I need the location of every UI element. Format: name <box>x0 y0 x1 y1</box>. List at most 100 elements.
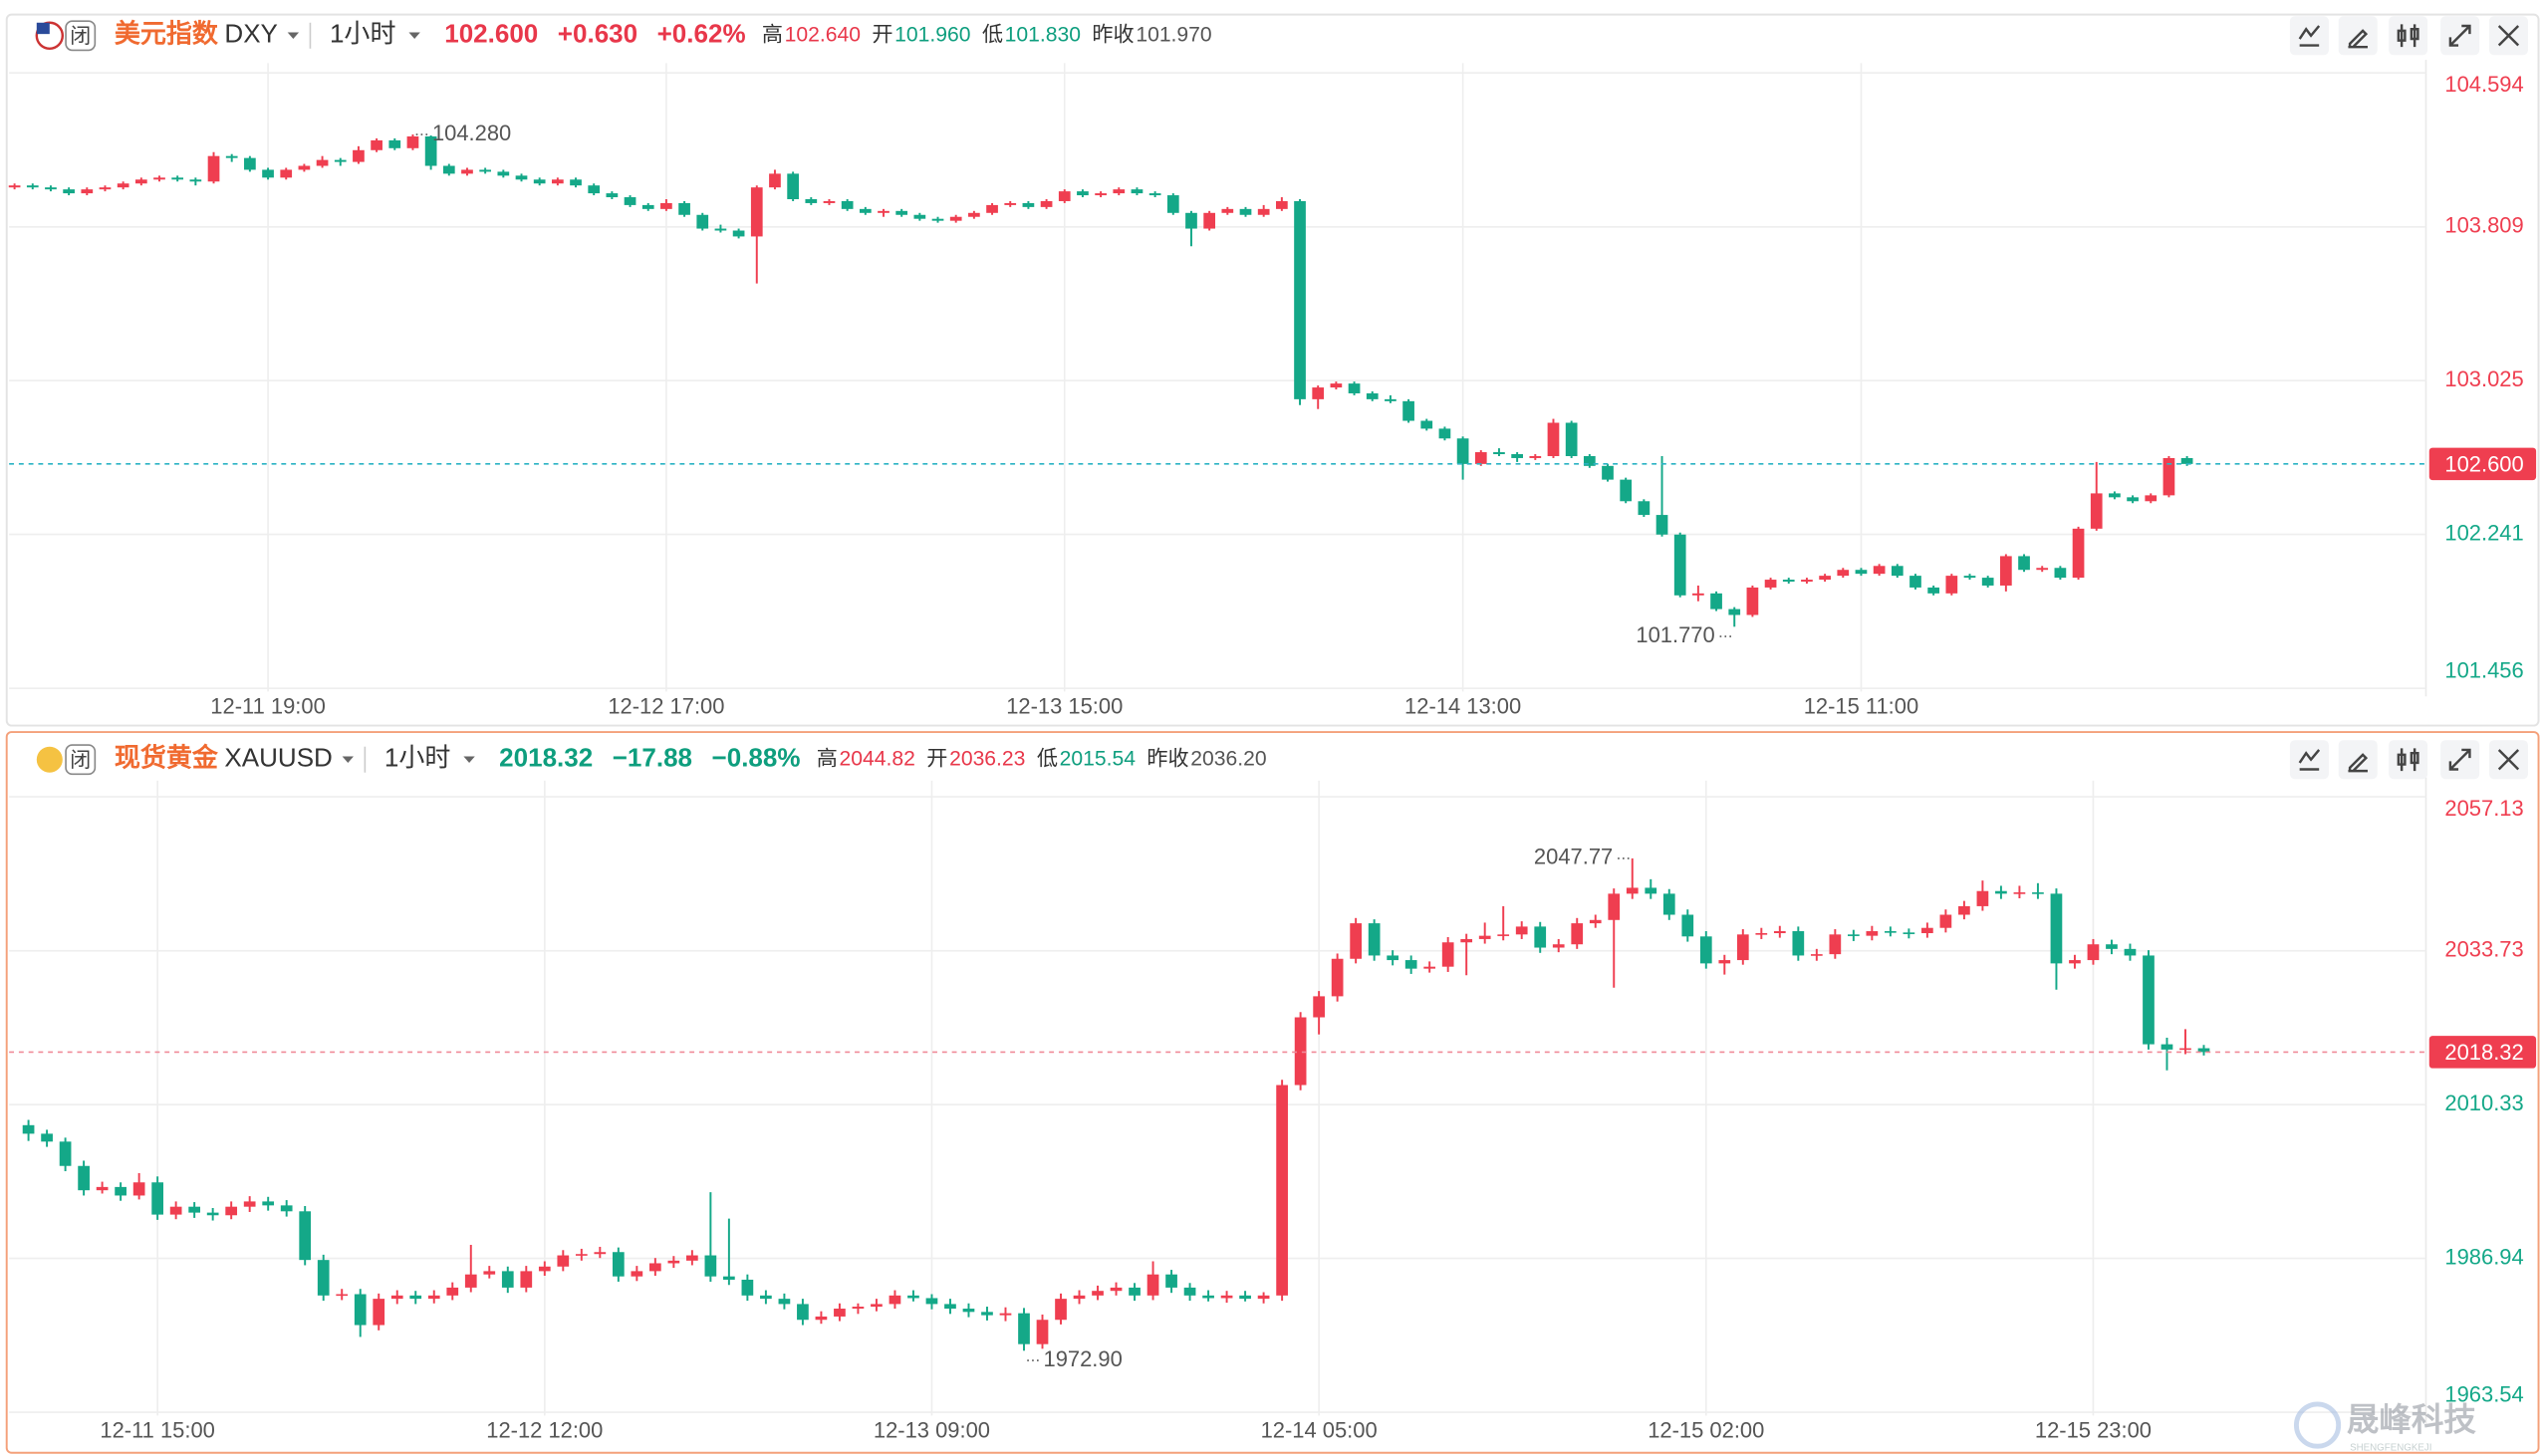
instrument-name[interactable]: 美元指数 <box>115 19 219 49</box>
toolbar-icon[interactable] <box>2348 753 2369 773</box>
toolbar-icon[interactable] <box>2397 748 2419 772</box>
candle-body <box>298 165 311 170</box>
last-price-label: 2018.32 <box>2444 1040 2523 1065</box>
candle-body <box>317 1260 330 1296</box>
toolbar-icon[interactable] <box>2298 749 2321 771</box>
candle-body <box>889 1295 901 1305</box>
toolbar-icon[interactable] <box>2397 24 2419 48</box>
candle-body <box>1810 954 1823 956</box>
toolbar-button[interactable] <box>2338 16 2378 56</box>
candle-body <box>1146 1274 1159 1296</box>
candle-body <box>769 173 781 188</box>
candle-body <box>1203 212 1216 229</box>
candle-body <box>1958 905 1970 915</box>
candle-body <box>1004 202 1017 205</box>
toolbar-icon[interactable] <box>2497 25 2520 47</box>
watermark-text: 晟峰科技 <box>2347 1401 2477 1437</box>
candle-body <box>2197 1048 2210 1053</box>
candle-body <box>575 1254 588 1256</box>
toolbar-button[interactable] <box>2389 16 2428 56</box>
instrument-name[interactable]: 现货黄金 <box>115 743 219 773</box>
toolbar-button-bg[interactable] <box>2289 740 2329 780</box>
candle-body <box>1728 608 1741 615</box>
candle-body <box>427 1295 440 1300</box>
candle-body <box>986 204 998 213</box>
toolbar-button[interactable] <box>2440 740 2480 780</box>
gold-icon <box>36 746 63 773</box>
toolbar-button-bg[interactable] <box>2289 16 2329 56</box>
interval[interactable]: 1小时 <box>384 743 451 773</box>
toolbar-button[interactable] <box>2289 740 2329 780</box>
candle-body <box>169 1206 182 1215</box>
candle-body <box>1736 934 1749 961</box>
candle-body <box>1420 420 1433 429</box>
candle-body <box>1945 576 1958 594</box>
candle-body <box>2179 1048 2191 1051</box>
flag-canton <box>36 22 50 35</box>
last-price: 102.600 <box>444 19 538 49</box>
candle-body <box>446 1287 459 1296</box>
candle-body <box>189 179 202 182</box>
candle-body <box>117 183 129 188</box>
candle-body <box>1073 1295 1086 1300</box>
candle-body <box>1620 479 1633 502</box>
instrument-symbol[interactable]: DXY <box>224 19 278 49</box>
candle-body <box>81 189 94 194</box>
dropdown-caret[interactable] <box>408 32 420 40</box>
stat-label: 昨收 <box>1146 746 1188 770</box>
toolbar-icon[interactable] <box>2298 25 2321 47</box>
toolbar-icon[interactable] <box>2448 24 2471 47</box>
candle-body <box>1552 944 1565 948</box>
candle-body <box>336 1294 349 1297</box>
toolbar-button-bg[interactable] <box>2389 16 2428 56</box>
candle-body <box>570 179 582 186</box>
candle-body <box>1981 578 1994 586</box>
toolbar-button[interactable] <box>2389 740 2428 780</box>
toolbar-button[interactable] <box>2338 740 2378 780</box>
candle-body <box>373 1299 385 1326</box>
candle-body <box>624 197 636 205</box>
dropdown-caret[interactable] <box>463 756 475 763</box>
candle-body <box>262 169 274 178</box>
interval[interactable]: 1小时 <box>330 19 395 49</box>
candle-body <box>78 1165 90 1191</box>
candle-body <box>1239 208 1252 215</box>
candle-body <box>262 1201 275 1206</box>
x-tick-label: 12-14 05:00 <box>1261 1417 1378 1442</box>
candle-body <box>999 1313 1012 1316</box>
candle-body <box>1547 422 1560 456</box>
toolbar-button[interactable] <box>2488 740 2528 780</box>
stat-value: 101.960 <box>894 23 970 46</box>
candle-body <box>1148 193 1161 196</box>
dropdown-caret[interactable] <box>342 756 354 763</box>
candle-body <box>1493 452 1505 455</box>
candle-body <box>1239 1295 1251 1300</box>
candle-body <box>1866 931 1879 936</box>
instrument-symbol[interactable]: XAUUSD <box>224 743 332 773</box>
candle-body <box>1018 1313 1030 1344</box>
toolbar-icon[interactable] <box>2497 749 2520 771</box>
y-tick-label: 2057.13 <box>2444 796 2523 821</box>
candle-body <box>1645 887 1657 894</box>
candle-body <box>153 177 165 180</box>
toolbar-button[interactable] <box>2488 16 2528 56</box>
toolbar-button[interactable] <box>2440 16 2480 56</box>
candle-body <box>714 228 727 231</box>
candle-body <box>334 159 347 162</box>
candle-body <box>1474 452 1487 464</box>
toolbar-button-bg[interactable] <box>2389 740 2428 780</box>
x-tick-label: 12-15 02:00 <box>1648 1417 1764 1442</box>
candle-body <box>1891 566 1904 577</box>
candle-body <box>2032 892 2044 894</box>
toolbar-button[interactable] <box>2289 16 2329 56</box>
dropdown-caret[interactable] <box>287 32 300 40</box>
candle-body <box>1638 501 1651 516</box>
last-price: 2018.32 <box>499 743 593 773</box>
candle-body <box>2161 1044 2173 1050</box>
toolbar-icon[interactable] <box>2448 748 2471 771</box>
toolbar-icon[interactable] <box>2348 29 2369 49</box>
y-tick-label: 2010.33 <box>2444 1091 2523 1115</box>
candle-body <box>852 1307 865 1310</box>
candle-body <box>2145 495 2158 502</box>
